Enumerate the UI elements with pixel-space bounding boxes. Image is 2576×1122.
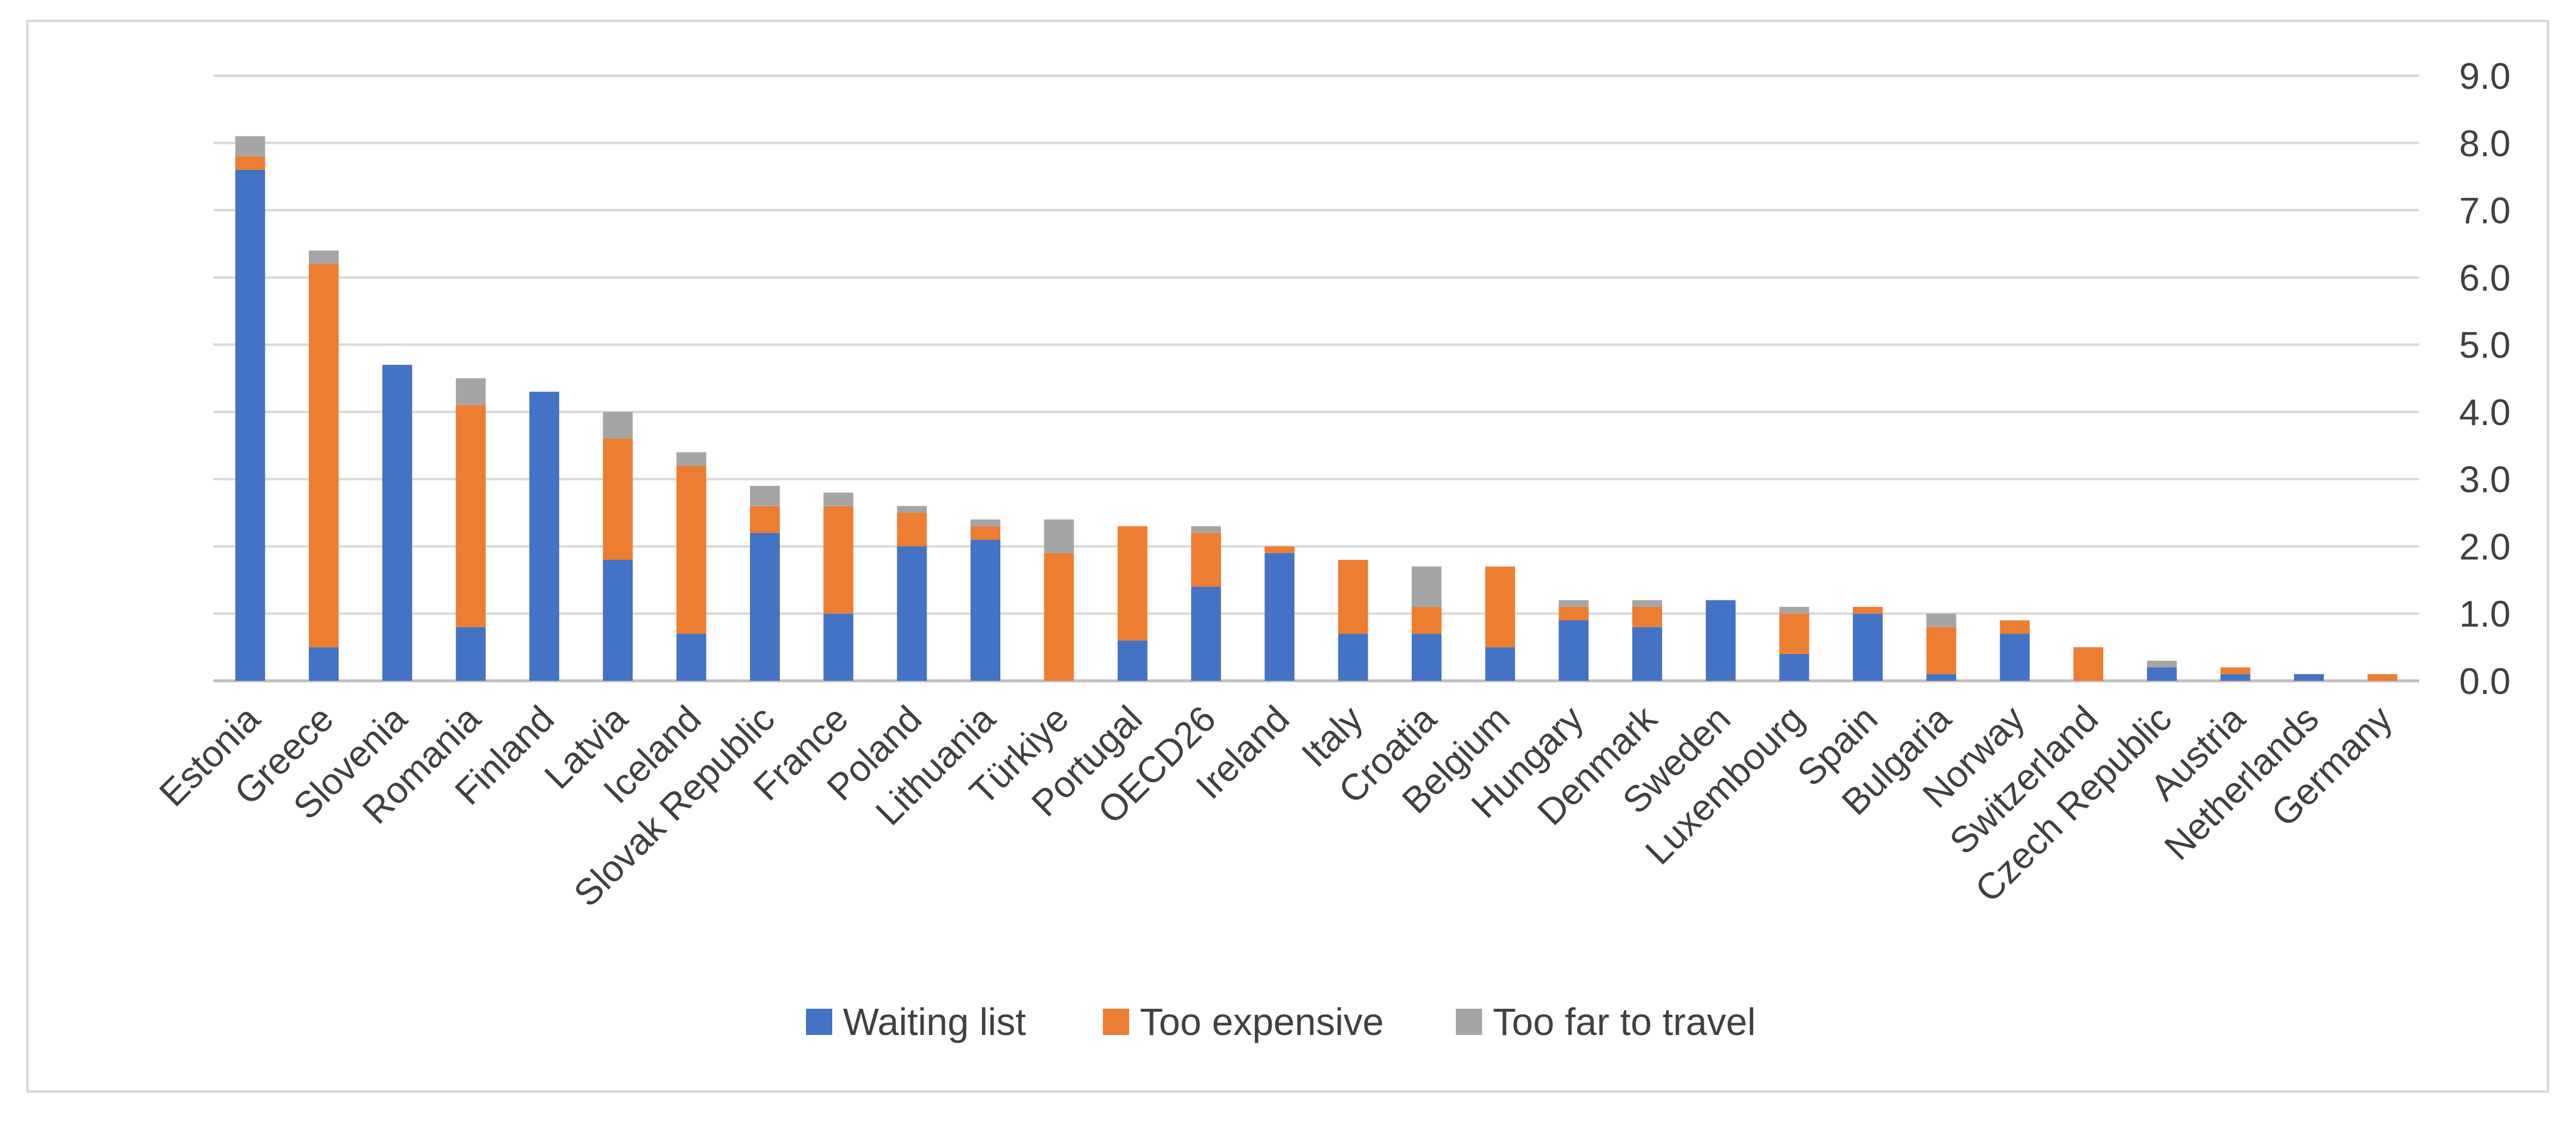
y-tick-label: 3.0 (2459, 460, 2510, 501)
legend-swatch (1103, 1009, 1129, 1035)
bar-waiting-list-belgium (1485, 647, 1515, 681)
bar-too-expensive-switzerland (2073, 647, 2103, 681)
bar-too-far-to-travel-romania (455, 378, 486, 405)
bar-too-expensive-spain (1853, 606, 1883, 614)
bar-waiting-list-france (823, 613, 854, 681)
bar-waiting-list-oecd26 (1191, 587, 1221, 681)
bar-too-expensive-oecd26 (1191, 532, 1221, 587)
y-tick-label: 0.0 (2459, 661, 2510, 702)
bar-waiting-list-luxembourg (1779, 653, 1809, 681)
legend-label: Too far to travel (1493, 1000, 1756, 1043)
legend-label: Waiting list (843, 1000, 1026, 1043)
y-tick-label: 2.0 (2459, 526, 2510, 568)
bar-too-expensive-denmark (1632, 606, 1662, 627)
bar-waiting-list-netherlands (2294, 674, 2324, 681)
bar-too-far-to-travel-estonia (235, 136, 265, 157)
y-axis-ticks: 0.0 1.0 2.0 3.0 4.0 5.0 6.0 7.0 8.0 9.0 (2459, 56, 2510, 702)
gridlines (213, 75, 2419, 683)
bar-too-expensive-bulgaria (1926, 627, 1957, 674)
bar-waiting-list-lithuania (971, 540, 1000, 681)
y-tick-label: 1.0 (2459, 594, 2510, 635)
bar-too-far-to-travel-oecd26 (1191, 526, 1221, 533)
bar-waiting-list-ireland (1264, 553, 1295, 681)
bar-too-expensive-latvia (603, 439, 633, 560)
legend: Waiting list Too expensive Too far to trav… (806, 1000, 1756, 1043)
y-tick-label: 9.0 (2459, 56, 2510, 97)
bar-too-expensive-france (823, 506, 854, 614)
bar-too-expensive-norway (2000, 620, 2030, 634)
bar-too-expensive-turkiye (1044, 553, 1074, 681)
bar-too-far-to-travel-greece (309, 250, 339, 264)
bar-too-far-to-travel-czech-republic (2147, 661, 2177, 668)
bar-waiting-list-spain (1853, 613, 1883, 681)
bar-too-far-to-travel-turkiye (1044, 519, 1074, 553)
legend-swatch (806, 1009, 832, 1035)
bar-too-far-to-travel-lithuania (971, 519, 1000, 526)
legend-label: Too expensive (1140, 1000, 1384, 1043)
bar-waiting-list-estonia (235, 169, 265, 681)
bar-waiting-list-sweden (1706, 600, 1736, 681)
bar-too-expensive-romania (455, 405, 486, 627)
bar-too-far-to-travel-latvia (603, 411, 633, 439)
bar-waiting-list-croatia (1412, 634, 1442, 681)
bar-too-expensive-slovak-republic (750, 506, 780, 533)
bar-waiting-list-greece (309, 647, 339, 681)
bar-waiting-list-romania (455, 627, 486, 681)
y-tick-label: 4.0 (2459, 392, 2510, 433)
legend-item-waiting-list: Waiting list (806, 1000, 1026, 1043)
y-tick-label: 5.0 (2459, 325, 2510, 366)
bar-waiting-list-slovenia (382, 364, 413, 681)
bar-too-expensive-iceland (676, 466, 706, 634)
bar-waiting-list-iceland (676, 634, 706, 681)
bar-too-far-to-travel-iceland (676, 452, 706, 466)
bar-waiting-list-bulgaria (1926, 674, 1957, 681)
bar-too-far-to-travel-bulgaria (1926, 613, 1957, 627)
bar-too-expensive-italy (1338, 560, 1368, 634)
legend-item-too-expensive: Too expensive (1103, 1000, 1384, 1043)
bar-too-expensive-estonia (235, 156, 265, 170)
bar-waiting-list-poland (897, 546, 927, 681)
bar-too-far-to-travel-slovak-republic (750, 485, 780, 506)
bar-too-far-to-travel-denmark (1632, 600, 1662, 607)
y-tick-label: 8.0 (2459, 123, 2510, 165)
bar-too-expensive-ireland (1264, 546, 1295, 553)
bar-waiting-list-portugal (1117, 640, 1148, 681)
bar-too-expensive-belgium (1485, 566, 1515, 647)
bar-too-expensive-poland (897, 513, 927, 547)
bar-too-far-to-travel-france (823, 492, 854, 506)
bar-too-far-to-travel-poland (897, 506, 927, 513)
bar-too-expensive-germany (2367, 674, 2398, 681)
bar-too-far-to-travel-luxembourg (1779, 606, 1809, 614)
bar-waiting-list-latvia (603, 560, 633, 681)
bar-waiting-list-finland (529, 392, 559, 681)
bar-too-expensive-austria (2220, 667, 2250, 674)
bar-too-far-to-travel-croatia (1412, 566, 1442, 607)
x-axis-ticks: EstoniaGreeceSloveniaRomaniaFinlandLatvi… (152, 698, 2401, 915)
bar-too-expensive-greece (309, 264, 339, 647)
bar-waiting-list-slovak-republic (750, 532, 780, 681)
bar-too-expensive-lithuania (971, 526, 1000, 540)
y-tick-label: 6.0 (2459, 258, 2510, 299)
bar-waiting-list-czech-republic (2147, 667, 2177, 681)
bar-waiting-list-norway (2000, 634, 2030, 681)
legend-swatch (1456, 1009, 1482, 1035)
bar-too-expensive-croatia (1412, 606, 1442, 634)
bar-waiting-list-denmark (1632, 627, 1662, 681)
legend-item-too-far-to-travel: Too far to travel (1456, 1000, 1756, 1043)
y-tick-label: 7.0 (2459, 191, 2510, 232)
bars (235, 136, 2398, 681)
bar-too-expensive-luxembourg (1779, 613, 1809, 654)
bar-too-expensive-hungary (1558, 606, 1589, 621)
bar-too-far-to-travel-hungary (1558, 600, 1589, 607)
bar-too-expensive-portugal (1117, 526, 1148, 641)
bar-waiting-list-austria (2220, 674, 2250, 681)
bar-waiting-list-hungary (1558, 620, 1589, 681)
bar-waiting-list-italy (1338, 634, 1368, 681)
